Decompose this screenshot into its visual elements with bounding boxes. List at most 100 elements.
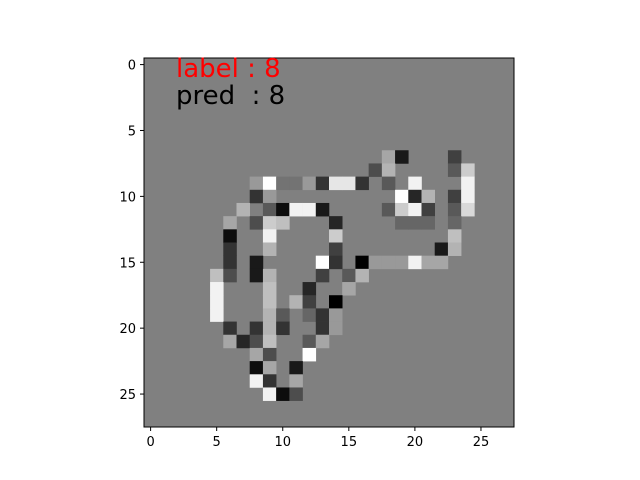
y-tick-label: 0: [128, 59, 136, 74]
heatmap-cell: [210, 268, 224, 283]
heatmap-cell: [262, 361, 277, 375]
x-tick-label: 20: [407, 435, 424, 450]
heatmap-cell: [210, 295, 224, 309]
y-tick-label: 25: [119, 388, 136, 403]
heatmap-cell: [315, 268, 330, 283]
heatmap-cell: [223, 268, 237, 283]
y-axis: 0 5 10 15 20 25: [119, 59, 144, 403]
heatmap-cell: [236, 202, 251, 217]
heatmap-cell: [302, 334, 317, 349]
heatmap-cell: [408, 216, 422, 230]
heatmap-cell: [262, 387, 277, 401]
heatmap-cell: [302, 295, 317, 309]
heatmap-cell: [395, 202, 409, 217]
heatmap-cell: [210, 308, 224, 322]
y-tick-label: 20: [119, 322, 136, 337]
heatmap-cell: [249, 347, 264, 362]
heatmap-cell: [381, 255, 396, 270]
heatmap-cell: [249, 189, 264, 204]
heatmap-cell: [289, 202, 303, 217]
prediction-annotation: pred : 8: [176, 81, 285, 111]
heatmap-cell: [262, 295, 277, 309]
heatmap-cell: [434, 255, 449, 270]
heatmap-cell: [262, 308, 277, 322]
heatmap-cell: [276, 216, 290, 230]
heatmap-plot: 0 5 10 15 20 25 0 5 10 15 20 25: [119, 57, 515, 450]
x-tick-label: 0: [146, 435, 154, 450]
heatmap-cell: [421, 255, 436, 270]
axes-frame: [143, 57, 515, 428]
heatmap-cell: [381, 150, 396, 164]
heatmap-cell: [249, 176, 264, 191]
heatmap-cell: [355, 176, 369, 191]
heatmap-cell: [249, 268, 264, 283]
heatmap-cell: [249, 321, 264, 336]
heatmap-cell: [447, 150, 462, 164]
heatmap-cell: [368, 163, 383, 177]
y-tick-label: 15: [119, 256, 136, 271]
heatmap-cell: [381, 176, 396, 191]
heatmap-cell: [355, 268, 369, 283]
heatmap-cell: [408, 202, 422, 217]
x-axis: 0 5 10 15 20 25: [146, 427, 489, 450]
heatmap-cell: [262, 202, 277, 217]
heatmap-cell: [421, 216, 436, 230]
heatmap-cell: [262, 242, 277, 256]
heatmap-cell: [302, 202, 317, 217]
heatmap-cell: [342, 176, 356, 191]
heatmap-cell: [342, 268, 356, 283]
heatmap-cell: [368, 255, 383, 270]
heatmap-cell: [381, 163, 396, 177]
heatmap-cell: [302, 282, 317, 296]
x-tick-label: 10: [274, 435, 291, 450]
heatmap-cell: [447, 216, 462, 230]
heatmap-cell: [276, 202, 290, 217]
heatmap-cell: [329, 229, 343, 243]
heatmap-cell: [315, 308, 330, 322]
heatmap-cell: [210, 282, 224, 296]
heatmap-cell: [315, 202, 330, 217]
heatmap-cell: [223, 334, 237, 349]
heatmap-cell: [329, 255, 343, 270]
x-tick-label: 25: [473, 435, 490, 450]
y-tick-label: 10: [119, 190, 136, 205]
y-tick-label: 5: [128, 124, 136, 139]
heatmap-cell: [262, 282, 277, 296]
heatmap-cell: [447, 229, 462, 243]
heatmap-cell: [329, 295, 343, 309]
heatmap-cell: [289, 361, 303, 375]
label-annotation: label : 8: [176, 54, 281, 84]
heatmap-cell: [395, 189, 409, 204]
x-tick-label: 15: [341, 435, 358, 450]
heatmap-cells: [144, 58, 514, 427]
heatmap-cell: [289, 295, 303, 309]
heatmap-cell: [262, 374, 277, 388]
heatmap-cell: [461, 163, 475, 177]
heatmap-cell: [249, 374, 264, 388]
heatmap-cell: [329, 176, 343, 191]
heatmap-cell: [262, 334, 277, 349]
heatmap-cell: [276, 387, 290, 401]
heatmap-cell: [447, 242, 462, 256]
heatmap-cell: [223, 216, 237, 230]
heatmap-cell: [421, 189, 436, 204]
heatmap-cell: [249, 334, 264, 349]
heatmap-cell: [249, 361, 264, 375]
heatmap-cell: [329, 242, 343, 256]
heatmap-cell: [381, 202, 396, 217]
heatmap-cell: [276, 308, 290, 322]
heatmap-cell: [223, 321, 237, 336]
heatmap-cell: [461, 189, 475, 204]
heatmap-cell: [223, 255, 237, 270]
heatmap-cell: [262, 176, 277, 191]
x-tick-label: 5: [213, 435, 221, 450]
heatmap-cell: [276, 321, 290, 336]
heatmap-cell: [262, 189, 277, 204]
heatmap-cell: [329, 321, 343, 336]
heatmap-cell: [262, 347, 277, 362]
heatmap-cell: [262, 321, 277, 336]
heatmap-cell: [236, 334, 251, 349]
heatmap-cell: [329, 216, 343, 230]
heatmap-cell: [315, 321, 330, 336]
